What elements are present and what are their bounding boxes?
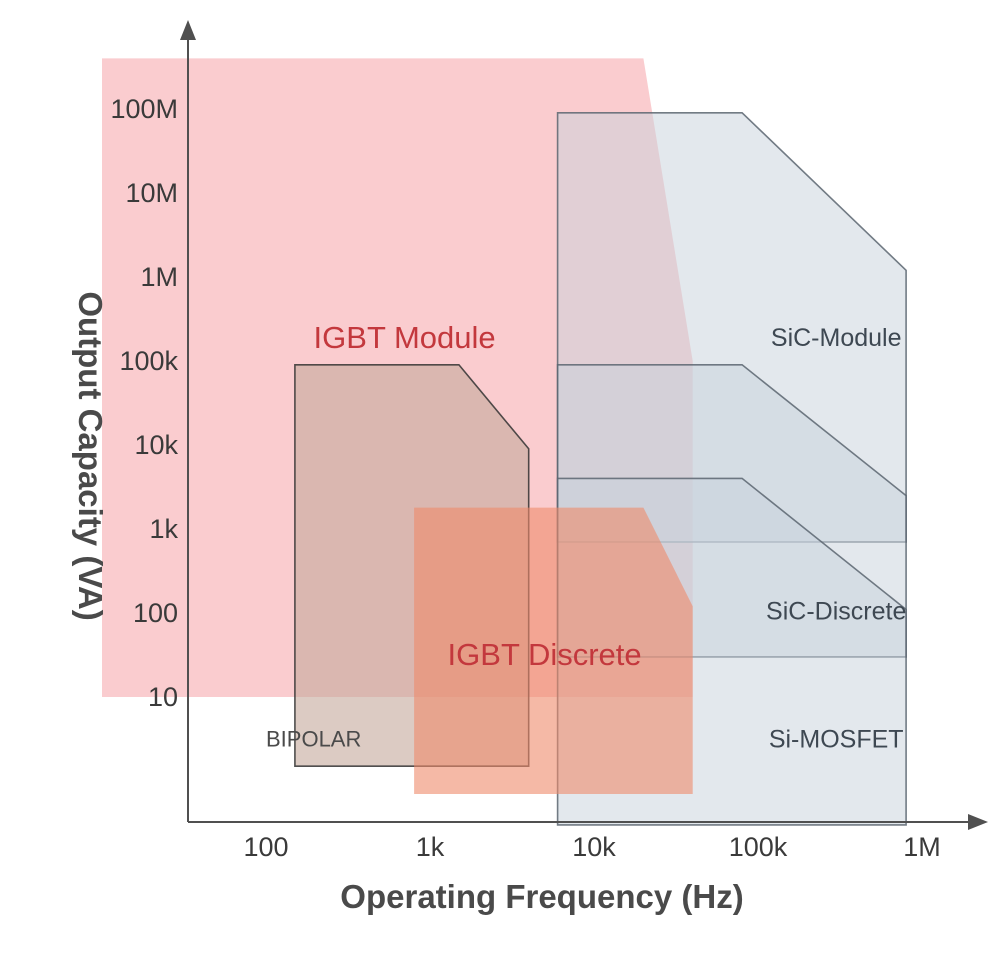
x-axis-title: Operating Frequency (Hz) xyxy=(340,878,743,915)
region-label-sic-discrete: SiC-Discrete xyxy=(766,598,906,626)
region-label-si-mosfet: Si-MOSFET xyxy=(769,726,904,754)
region-label-sic-module: SiC-Module xyxy=(771,324,902,352)
region-label-igbt-module: IGBT Module xyxy=(314,320,496,355)
regions-layer xyxy=(102,58,907,826)
y-axis xyxy=(180,20,196,822)
region-label-igbt-discrete: IGBT Discrete xyxy=(448,637,642,672)
y-axis-arrow-icon xyxy=(180,20,196,40)
x-axis-arrow-icon xyxy=(968,814,988,830)
y-tick-label: 10 xyxy=(148,682,178,712)
y-tick-label: 100 xyxy=(133,598,178,628)
y-tick-labels: 10 100 1k 10k 100k 1M 10M 100M xyxy=(110,94,178,712)
x-tick-label: 1M xyxy=(903,832,941,862)
y-tick-label: 100M xyxy=(110,94,178,124)
y-tick-label: 10M xyxy=(125,178,178,208)
x-tick-labels: 100 1k 10k 100k 1M xyxy=(243,832,940,862)
x-tick-label: 100k xyxy=(729,832,788,862)
x-tick-label: 10k xyxy=(572,832,616,862)
x-axis xyxy=(188,814,988,830)
y-tick-label: 100k xyxy=(119,346,178,376)
region-igbt-discrete xyxy=(414,507,693,794)
y-tick-label: 1k xyxy=(149,514,178,544)
y-axis-title: Output Capacity (VA) xyxy=(72,291,109,620)
region-label-bipolar: BIPOLAR xyxy=(266,727,361,752)
y-tick-label: 10k xyxy=(134,430,178,460)
region-labels-layer: IGBT Module SiC-Module SiC-Discrete Si-MOSF… xyxy=(266,320,906,754)
x-tick-label: 100 xyxy=(243,832,288,862)
y-tick-label: 1M xyxy=(140,262,178,292)
x-tick-label: 1k xyxy=(416,832,445,862)
